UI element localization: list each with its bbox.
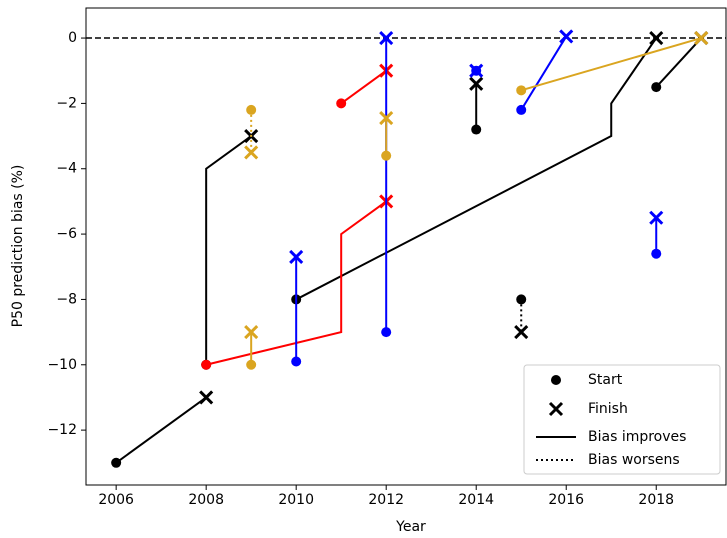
finish-marker <box>694 30 709 46</box>
start-marker <box>516 104 527 115</box>
y-axis-label: P50 prediction bias (%) <box>10 165 26 328</box>
start-marker <box>381 150 392 161</box>
start-marker <box>111 457 122 468</box>
trajectory-line <box>655 37 702 88</box>
trajectory-line <box>520 37 702 92</box>
finish-marker <box>649 30 664 46</box>
legend-label: Bias improves <box>588 429 686 445</box>
y-tick-label: 0 <box>68 30 77 46</box>
trajectory-line <box>205 135 252 365</box>
legend-box <box>523 364 721 475</box>
start-marker <box>336 98 347 109</box>
finish-marker <box>199 390 214 405</box>
start-marker <box>651 248 662 259</box>
y-tick-label: −6 <box>56 226 77 242</box>
finish-marker <box>379 111 394 126</box>
x-tick-label: 2014 <box>458 492 494 508</box>
finish-marker <box>244 325 259 340</box>
start-marker <box>516 85 527 96</box>
start-marker <box>651 82 662 93</box>
x-tick-label: 2006 <box>98 492 134 508</box>
start-marker <box>246 104 257 115</box>
finish-marker <box>289 249 304 265</box>
start-marker <box>291 356 302 367</box>
legend-label: Finish <box>588 401 628 417</box>
y-tick-label: −8 <box>56 291 77 307</box>
finish-marker <box>379 30 394 46</box>
trajectory-line <box>340 69 387 105</box>
legend-symbol <box>548 401 564 417</box>
x-axis-label: Year <box>395 519 426 535</box>
start-marker <box>471 124 482 135</box>
trajectory-line <box>205 200 387 366</box>
start-marker <box>246 359 257 370</box>
finish-marker <box>559 29 574 44</box>
start-marker <box>201 359 212 370</box>
y-tick-label: −12 <box>47 422 77 438</box>
finish-marker <box>514 325 529 340</box>
finish-marker <box>469 76 484 91</box>
y-tick-label: −10 <box>47 357 77 373</box>
trajectory-line <box>115 396 207 464</box>
x-tick-label: 2016 <box>548 492 584 508</box>
start-marker <box>516 294 527 305</box>
x-tick-label: 2018 <box>638 492 674 508</box>
legend-label: Bias worsens <box>588 452 680 468</box>
y-tick-label: −2 <box>56 95 77 111</box>
finish-marker <box>244 145 259 160</box>
trajectory-line <box>295 37 658 301</box>
plot-frame <box>85 7 727 486</box>
x-tick-label: 2010 <box>278 492 314 508</box>
legend-label: Start <box>588 372 623 388</box>
finish-marker <box>649 210 664 225</box>
x-tick-label: 2008 <box>188 492 224 508</box>
x-tick-label: 2012 <box>368 492 404 508</box>
finish-marker <box>469 63 484 78</box>
y-tick-label: −4 <box>56 161 77 177</box>
legend-symbol <box>551 375 561 385</box>
start-marker <box>381 327 392 338</box>
trajectory-line <box>520 35 568 111</box>
